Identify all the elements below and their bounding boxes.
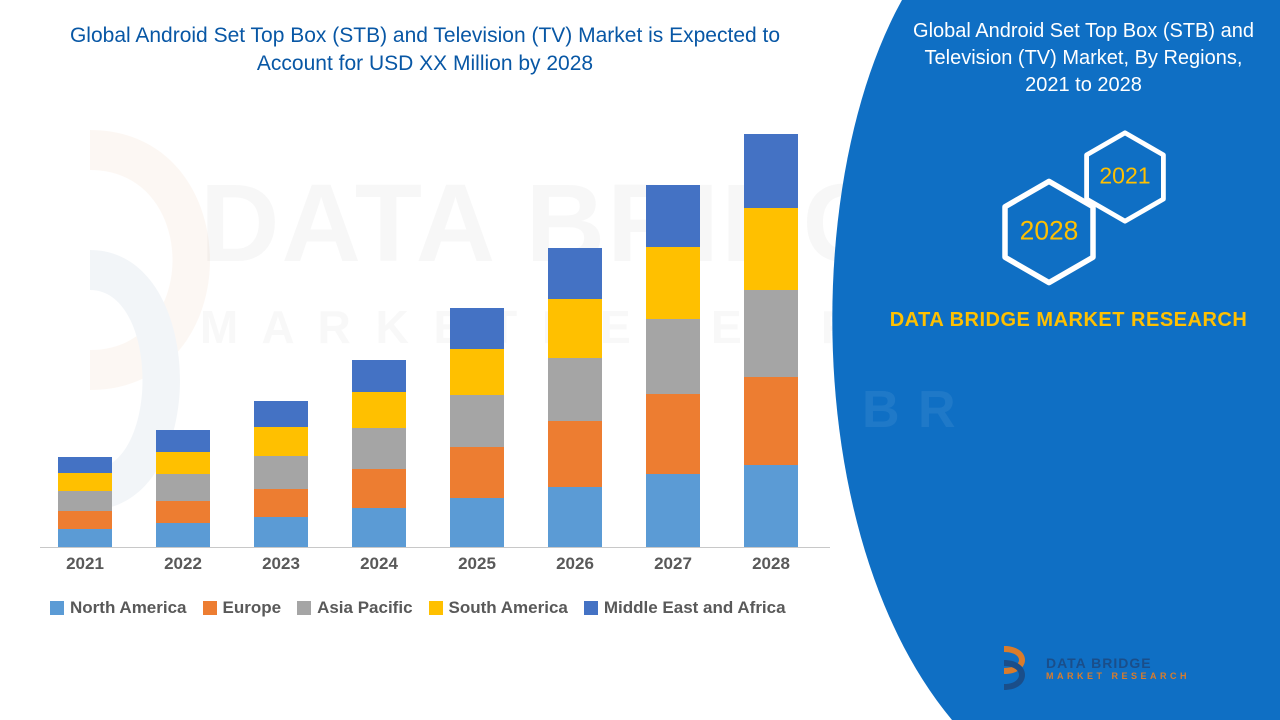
bar-segment bbox=[352, 360, 406, 393]
legend-label: South America bbox=[449, 598, 568, 618]
bar-group bbox=[450, 308, 504, 547]
svg-text:2028: 2028 bbox=[1019, 216, 1078, 246]
legend-swatch bbox=[429, 601, 443, 615]
bar-segment bbox=[548, 248, 602, 299]
footer-logo: DATA BRIDGE MARKET RESEARCH bbox=[992, 644, 1190, 692]
x-axis-label: 2025 bbox=[437, 554, 517, 574]
bar-group bbox=[548, 248, 602, 547]
bar-segment bbox=[352, 469, 406, 508]
chart-legend: North America Europe Asia Pacific South Ame… bbox=[50, 598, 840, 618]
legend-label: Asia Pacific bbox=[317, 598, 412, 618]
bar-segment bbox=[646, 247, 700, 319]
legend-item: South America bbox=[429, 598, 568, 618]
bar-group bbox=[254, 401, 308, 547]
bar-segment bbox=[58, 529, 112, 547]
bar-segment bbox=[58, 457, 112, 473]
bar-group bbox=[744, 134, 798, 547]
hexagon-badges: 2028 2021 bbox=[939, 129, 1199, 289]
bar-segment bbox=[450, 308, 504, 349]
bar-segment bbox=[450, 498, 504, 547]
bar-segment bbox=[352, 508, 406, 547]
bar-segment bbox=[352, 428, 406, 469]
x-axis-label: 2027 bbox=[633, 554, 713, 574]
bar-segment bbox=[744, 377, 798, 465]
bar-segment bbox=[646, 474, 700, 547]
bar-segment bbox=[646, 185, 700, 247]
bar-segment bbox=[58, 511, 112, 528]
bar-segment bbox=[254, 489, 308, 518]
bar-segment bbox=[58, 473, 112, 490]
bar-segment bbox=[352, 392, 406, 428]
legend-swatch bbox=[50, 601, 64, 615]
bar-segment bbox=[548, 421, 602, 487]
x-axis-label: 2022 bbox=[143, 554, 223, 574]
bar-segment bbox=[646, 319, 700, 395]
x-axis-label: 2026 bbox=[535, 554, 615, 574]
x-axis-label: 2021 bbox=[45, 554, 125, 574]
bar-segment bbox=[254, 517, 308, 547]
svg-text:2021: 2021 bbox=[1099, 163, 1150, 189]
bar-segment bbox=[744, 290, 798, 377]
footer-logo-icon bbox=[992, 644, 1036, 692]
bar-segment bbox=[548, 299, 602, 357]
bar-group bbox=[58, 457, 112, 547]
legend-swatch bbox=[584, 601, 598, 615]
bar-segment bbox=[744, 134, 798, 208]
bar-segment bbox=[450, 447, 504, 498]
bar-group bbox=[352, 360, 406, 547]
footer-logo-line1: DATA BRIDGE bbox=[1046, 655, 1190, 671]
legend-item: North America bbox=[50, 598, 187, 618]
hexagon-badge: 2021 bbox=[1077, 129, 1173, 225]
bar-segment bbox=[254, 401, 308, 428]
bar-segment bbox=[156, 474, 210, 501]
bar-segment bbox=[548, 487, 602, 547]
side-panel-title: Global Android Set Top Box (STB) and Tel… bbox=[907, 18, 1260, 99]
bar-segment bbox=[450, 395, 504, 446]
x-axis-label: 2028 bbox=[731, 554, 811, 574]
legend-label: Middle East and Africa bbox=[604, 598, 786, 618]
legend-label: Europe bbox=[223, 598, 282, 618]
legend-item: Asia Pacific bbox=[297, 598, 412, 618]
bar-segment bbox=[548, 358, 602, 421]
bar-segment bbox=[744, 208, 798, 290]
bar-group bbox=[646, 185, 700, 547]
chart-area: 2021 2022 2023 2024 2025 2026 2027 2028 bbox=[40, 118, 830, 588]
chart-title: Global Android Set Top Box (STB) and Tel… bbox=[60, 22, 790, 79]
brand-text: DATA BRIDGE MARKET RESEARCH bbox=[877, 309, 1260, 332]
bar-segment bbox=[156, 430, 210, 452]
legend-swatch bbox=[297, 601, 311, 615]
bar-segment bbox=[58, 491, 112, 511]
x-axis-label: 2024 bbox=[339, 554, 419, 574]
bar-segment bbox=[156, 523, 210, 547]
bar-segment bbox=[450, 349, 504, 395]
legend-item: Europe bbox=[203, 598, 282, 618]
x-axis-label: 2023 bbox=[241, 554, 321, 574]
chart-pane: Global Android Set Top Box (STB) and Tel… bbox=[0, 0, 850, 720]
plot-area bbox=[40, 118, 830, 548]
bar-segment bbox=[156, 452, 210, 475]
bar-segment bbox=[156, 501, 210, 524]
bar-segment bbox=[254, 427, 308, 456]
legend-item: Middle East and Africa bbox=[584, 598, 786, 618]
bar-group bbox=[156, 430, 210, 547]
side-panel: B R Global Android Set Top Box (STB) and… bbox=[832, 0, 1280, 720]
bar-segment bbox=[646, 394, 700, 474]
legend-swatch bbox=[203, 601, 217, 615]
bar-segment bbox=[744, 465, 798, 547]
bar-segment bbox=[254, 456, 308, 489]
legend-label: North America bbox=[70, 598, 187, 618]
footer-logo-text: DATA BRIDGE MARKET RESEARCH bbox=[1046, 655, 1190, 681]
footer-logo-line2: MARKET RESEARCH bbox=[1046, 671, 1190, 681]
